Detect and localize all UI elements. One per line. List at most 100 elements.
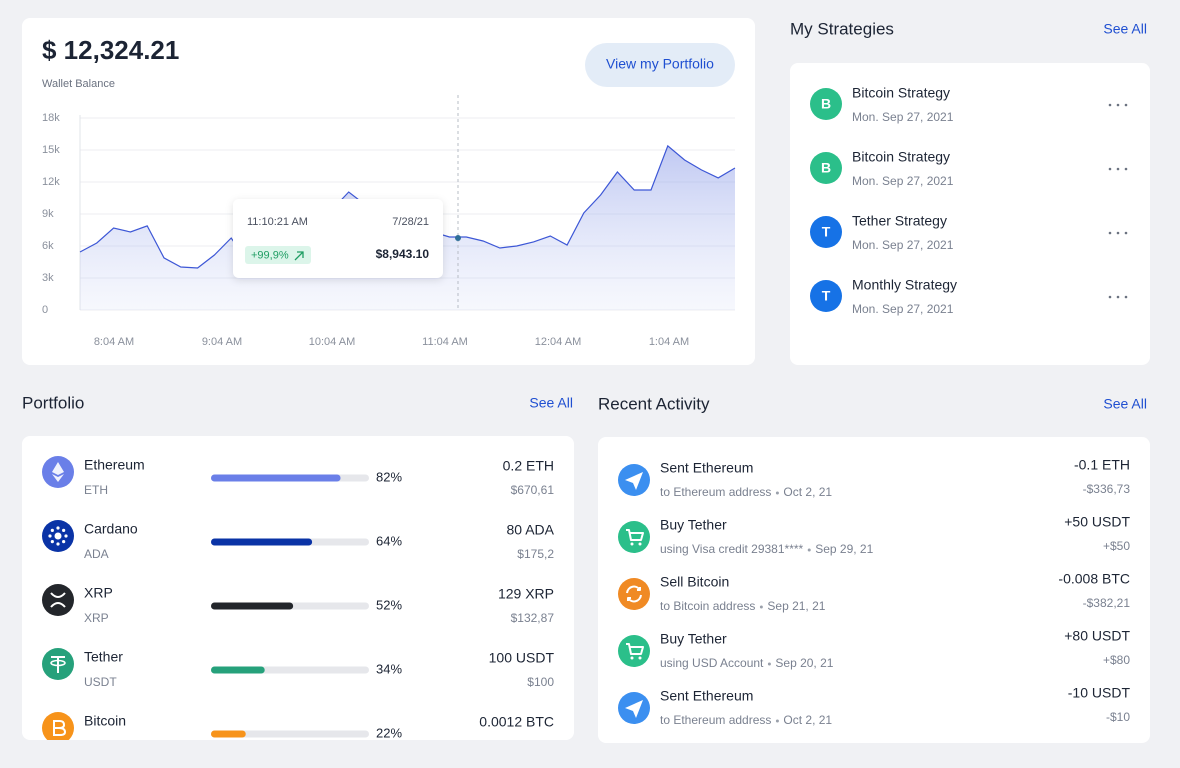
activity-amount: -0.008 BTC [1058,571,1130,587]
strategy-name: Bitcoin Strategy [852,149,950,165]
coin-symbol: ADA [84,547,109,561]
portfolio-row: Cardano ADA 64% 80 ADA $175,2 [42,520,555,561]
more-menu[interactable] [1108,231,1128,235]
activity-date: Oct 2, 21 [783,485,832,499]
coin-name: Tether [84,649,123,665]
icon-glyph [630,542,634,546]
menu-dot[interactable] [1116,103,1120,107]
menu-dot[interactable] [1108,295,1112,299]
more-menu[interactable] [1108,103,1128,107]
activity-icon [618,521,650,553]
separator-dot [807,548,811,552]
activity-detail: to Ethereum address [660,485,771,499]
percent-label: 22% [376,725,402,740]
coin-value: $175,2 [517,547,554,561]
progress-bar [211,602,294,610]
icon-glyph [626,529,644,541]
button-label[interactable]: View my Portfolio [606,56,714,72]
activity-value: -$10 [1106,710,1130,724]
see-all-link[interactable]: See All [529,395,573,411]
tooltip-change: +99,9% [251,249,289,261]
see-all-link[interactable]: See All [1103,21,1147,37]
menu-dot[interactable] [1116,295,1120,299]
activity-amount: +80 USDT [1064,628,1130,644]
menu-dot[interactable] [1108,231,1112,235]
strategy-date: Mon. Sep 27, 2021 [852,174,954,188]
coin-glyph [50,659,66,667]
more-menu[interactable] [1108,295,1128,299]
strategy-icon [810,152,842,184]
activity-icon [618,578,650,610]
strategy-name: Monthly Strategy [852,277,957,293]
tooltip-value: $8,943.10 [376,247,430,261]
menu-dot[interactable] [1124,103,1128,107]
portfolio-button[interactable]: View my Portfolio [585,43,735,87]
activity-row: Buy Tether using USD Account Sep 20, 21 +80… [618,628,1130,670]
coin-glyph [56,542,60,546]
menu-dot[interactable] [1116,231,1120,235]
coin-glyph [56,526,60,530]
icon-glyph [626,643,644,655]
activity-amount: -0.1 ETH [1074,457,1130,473]
tooltip: 11:10:21 AM 7/28/21 +99,9% $8,943.10 [233,199,443,278]
activity-card [598,437,1150,743]
icon-glyph [625,700,643,718]
coin-glyph [54,532,62,540]
icon-glyph [626,585,642,603]
menu-dot[interactable] [1116,167,1120,171]
portfolio-row: Ethereum ETH 82% 0.2 ETH $670,61 [42,456,554,497]
coin-name: XRP [84,585,113,601]
y-tick-label: 12k [42,176,60,188]
activity-row: Sent Ethereum to Ethereum address Oct 2, 2… [618,685,1130,727]
hover-dot [455,235,461,241]
menu-dot[interactable] [1108,103,1112,107]
icon-glyph [638,542,642,546]
button-bg[interactable] [585,43,735,87]
coin-name: Ethereum [84,457,145,473]
activity-title: Buy Tether [660,631,727,647]
coin-symbol: XRP [84,611,109,625]
portfolio-list: Ethereum ETH 82% 0.2 ETH $670,61 Cardano ADA 64… [42,456,555,740]
see-all-link[interactable]: See All [1103,396,1147,412]
activity-icon [618,635,650,667]
section-title: Recent Activity [598,394,710,413]
progress-bar [211,474,341,482]
progress-track [211,730,369,738]
coin-name: Bitcoin [84,713,126,729]
menu-dot[interactable] [1124,231,1128,235]
strategy-date: Mon. Sep 27, 2021 [852,302,954,316]
strategy-icon [810,88,842,120]
strategy-initial: T [822,224,831,240]
icon-glyph [630,656,634,660]
section-title: Portfolio [22,393,84,412]
percent-label: 34% [376,661,402,676]
strategy-initial: B [821,96,831,112]
coin-glyph [52,462,64,482]
activity-detail: to Bitcoin address [660,599,755,613]
menu-dot[interactable] [1124,295,1128,299]
menu-dot[interactable] [1124,167,1128,171]
section-title: My Strategies [790,19,894,38]
activity-value: -$336,73 [1083,482,1131,496]
coin-glyph [62,528,66,532]
progress-bar [211,538,313,546]
strategy-row: B Bitcoin Strategy Mon. Sep 27, 2021 [810,85,1128,124]
tooltip-time: 11:10:21 AM [247,216,308,228]
more-menu[interactable] [1108,167,1128,171]
strategy-icon [810,216,842,248]
x-tick-label: 12:04 AM [535,336,581,348]
coin-symbol: ETH [84,483,108,497]
change-badge [245,246,311,264]
portfolio-row: XRP XRP 52% 129 XRP $132,87 [42,584,554,625]
coin-glyph [50,592,66,608]
wallet-balance: $ 12,324.21 [42,35,179,65]
portfolio-row: Bitcoin 22% 0.0012 BTC [42,712,554,740]
menu-dot[interactable] [1108,167,1112,171]
coin-value: $670,61 [511,483,555,497]
activity-detail: using Visa credit 29381**** [660,542,804,556]
strategy-name: Tether Strategy [852,213,947,229]
progress-bar [211,730,246,738]
coin-value: $100 [527,675,554,689]
coin-glyph [53,720,67,736]
